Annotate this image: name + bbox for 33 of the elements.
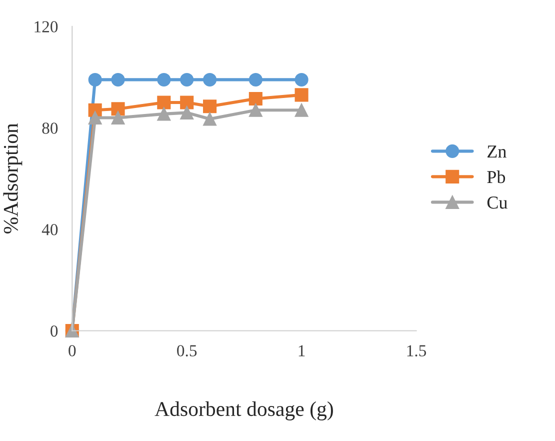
point [203,112,217,126]
y-tick-label: 120 [34,21,58,32]
y-tick-label: 0 [50,325,58,337]
point [248,103,262,117]
x-tick-label: 1 [298,345,305,356]
x-tick-label: 0.5 [177,345,197,356]
point [180,96,194,110]
point [157,107,171,121]
point [248,92,262,106]
point [88,72,102,86]
point [203,72,217,86]
y-axis-title: %Adsorption [3,123,22,234]
legend-label: Cu [487,196,508,209]
point [111,110,125,125]
y-tick-label: 80 [42,122,58,134]
x-axis-title: Adsorbent dosage (g) [154,401,333,420]
point [180,106,194,120]
legend-label: Pb [487,170,506,184]
point [180,72,194,86]
y-tick-label: 40 [42,224,58,236]
point [203,100,217,114]
x-tick-label: 0 [68,345,76,356]
point [157,72,171,86]
point [294,88,308,102]
point [111,72,125,86]
point [111,102,125,116]
legend-label: Zn [488,146,506,158]
point [88,110,102,125]
point [294,72,308,86]
point [248,72,262,86]
x-tick-label: 1.5 [407,345,426,356]
point [294,103,308,117]
point [157,96,171,110]
